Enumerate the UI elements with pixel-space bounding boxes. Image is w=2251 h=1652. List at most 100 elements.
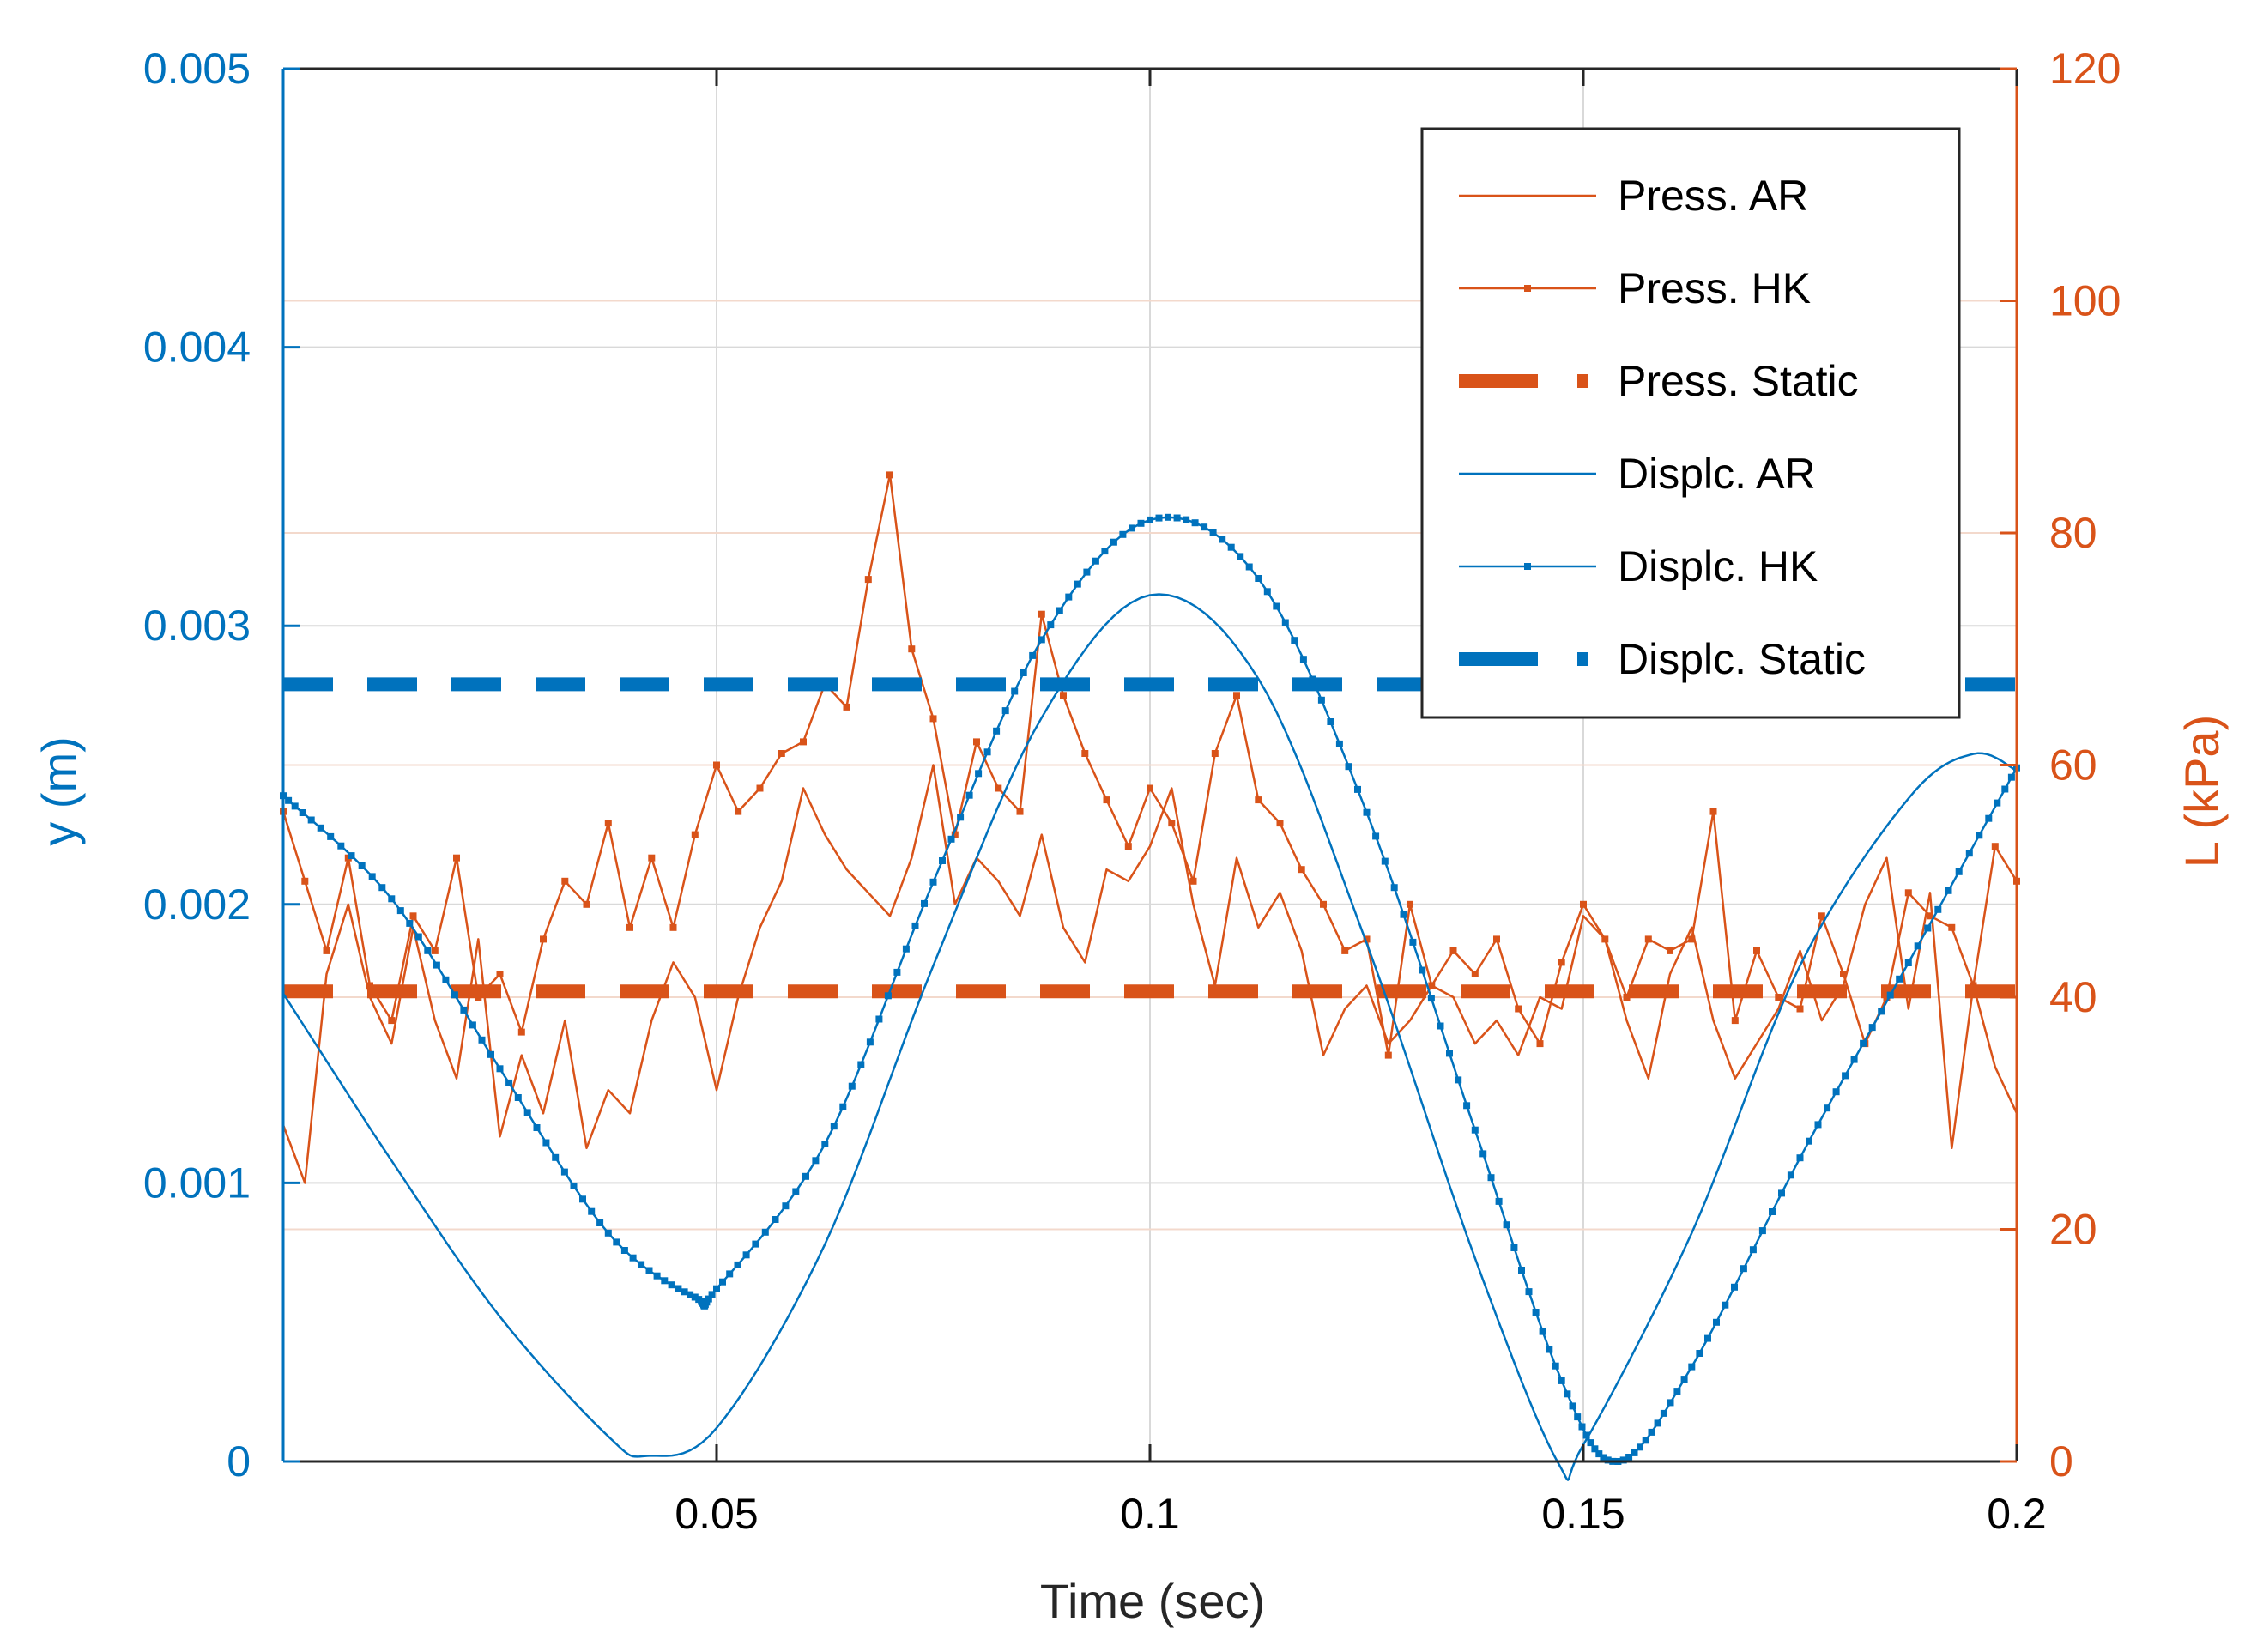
series-marker xyxy=(1934,905,1942,913)
series-marker xyxy=(1155,514,1163,522)
series-marker xyxy=(523,1109,531,1116)
series-marker xyxy=(1211,750,1219,757)
series-marker xyxy=(433,961,440,969)
series-marker xyxy=(487,1050,494,1058)
series-marker xyxy=(1713,1318,1720,1326)
series-marker xyxy=(588,1207,596,1215)
series-marker xyxy=(1591,1445,1599,1453)
series-marker xyxy=(1948,923,1956,931)
legend-swatch-marker xyxy=(1524,285,1531,292)
series-marker xyxy=(1644,935,1652,943)
series-marker xyxy=(1778,1189,1785,1197)
series-marker xyxy=(1753,947,1760,954)
series-marker xyxy=(1818,912,1825,920)
series-marker xyxy=(1722,1301,1729,1309)
series-marker xyxy=(1291,637,1298,644)
series-marker xyxy=(1927,912,1933,920)
series-marker xyxy=(1011,687,1019,695)
series-marker xyxy=(713,1285,720,1292)
series-marker xyxy=(886,471,893,479)
legend-label: Press. HK xyxy=(1618,264,1811,312)
series-marker xyxy=(761,1228,769,1236)
series-marker xyxy=(1060,692,1067,699)
series-marker xyxy=(561,877,569,885)
series-marker xyxy=(1327,718,1334,725)
series-marker xyxy=(866,1038,874,1046)
series-marker xyxy=(1660,1409,1667,1417)
series-marker xyxy=(1390,884,1398,892)
series-marker xyxy=(1709,808,1717,815)
series-marker xyxy=(453,854,460,862)
series-marker xyxy=(368,873,376,880)
series-marker xyxy=(327,832,335,840)
y-right-tick-label: 40 xyxy=(2049,973,2097,1021)
series-marker xyxy=(579,1195,586,1203)
series-marker xyxy=(1955,868,1963,875)
series-marker xyxy=(613,1238,620,1246)
series-marker xyxy=(792,1188,800,1195)
x-axis-label: Time (sec) xyxy=(1040,1574,1265,1628)
series-marker xyxy=(388,895,396,903)
series-marker xyxy=(1814,1121,1822,1129)
y-left-tick-label: 0.004 xyxy=(143,324,251,372)
series-marker xyxy=(772,1216,779,1223)
series-marker xyxy=(1320,900,1327,908)
series-marker xyxy=(1904,889,1912,897)
series-marker xyxy=(1840,971,1847,977)
series-marker xyxy=(668,1281,675,1289)
y-axis-right-label: L (kPa) xyxy=(2175,715,2229,868)
series-marker xyxy=(1038,636,1045,644)
series-marker xyxy=(1582,1431,1590,1439)
series-marker xyxy=(864,576,872,584)
series-marker xyxy=(1604,1456,1612,1464)
series-marker xyxy=(1515,1005,1522,1013)
legend-label: Displc. HK xyxy=(1618,542,1818,590)
series-marker xyxy=(947,835,955,843)
series-marker xyxy=(1991,843,1999,850)
series-marker xyxy=(583,900,590,908)
series-marker xyxy=(1227,543,1235,551)
series-marker xyxy=(1437,1022,1444,1030)
series-marker xyxy=(442,976,450,983)
series-marker xyxy=(830,1123,838,1130)
series-marker xyxy=(1842,1072,1849,1080)
series-marker xyxy=(1191,519,1199,527)
series-marker xyxy=(1147,784,1153,792)
series-marker xyxy=(1546,1346,1553,1353)
series-marker xyxy=(406,919,414,927)
series-marker xyxy=(1209,529,1217,536)
series-marker xyxy=(661,1277,669,1285)
series-marker xyxy=(317,824,324,832)
series-marker xyxy=(1580,900,1587,908)
series-marker xyxy=(1471,1126,1479,1134)
series-marker xyxy=(1796,1005,1804,1013)
series-marker xyxy=(1255,575,1262,582)
series-marker xyxy=(1619,1456,1627,1464)
series-marker xyxy=(496,971,504,977)
series-marker xyxy=(1558,959,1565,966)
series-marker xyxy=(848,1082,856,1090)
series-press-ar xyxy=(281,764,2018,1184)
series-marker xyxy=(669,923,677,931)
series-marker xyxy=(1381,857,1389,865)
series-marker xyxy=(1189,877,1197,885)
series-marker xyxy=(1758,1227,1766,1235)
series-marker xyxy=(1625,1454,1633,1461)
legend-label: Press. AR xyxy=(1618,172,1808,220)
series-marker xyxy=(1796,1154,1804,1162)
legend-swatch-marker xyxy=(1524,563,1531,570)
legend-item: Displc. HK xyxy=(1459,542,1818,590)
series-marker xyxy=(1065,593,1073,601)
series-marker xyxy=(719,1278,726,1286)
series-marker xyxy=(1427,995,1435,1002)
y-right-tick-label: 0 xyxy=(2049,1437,2073,1486)
legend-label: Displc. AR xyxy=(1618,450,1816,498)
series-marker xyxy=(1409,938,1417,946)
series-marker xyxy=(1092,557,1099,565)
series-marker xyxy=(1165,513,1171,521)
series-marker xyxy=(1335,740,1343,747)
series-marker xyxy=(1574,1413,1582,1421)
series-marker xyxy=(1317,696,1325,704)
series-marker xyxy=(1637,1443,1643,1451)
